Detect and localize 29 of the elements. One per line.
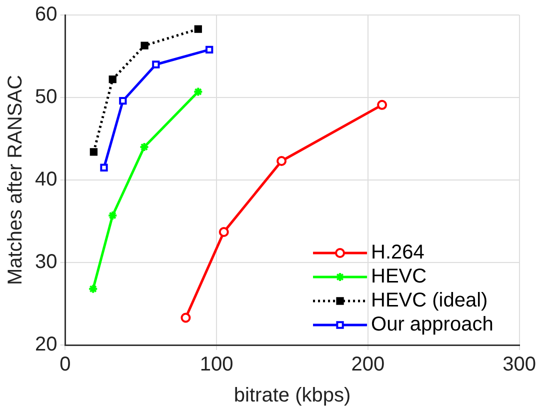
y-tick-label: 60	[34, 4, 58, 26]
legend-label: Our approach	[371, 314, 494, 336]
point	[90, 148, 98, 156]
legend-label: HEVC	[371, 266, 427, 288]
x-tick-label: 300	[502, 354, 536, 376]
point	[206, 46, 214, 54]
point	[180, 312, 191, 323]
x-tick-label: 0	[60, 354, 71, 376]
point	[139, 142, 150, 152]
y-tick-label: 30	[34, 251, 58, 274]
y-tick-label: 20	[34, 334, 58, 356]
x-tick-label: 100	[200, 354, 234, 376]
point	[276, 156, 287, 166]
point	[108, 76, 116, 84]
legend-label: HEVC (ideal)	[371, 290, 488, 312]
point	[119, 96, 127, 105]
point	[140, 42, 148, 50]
x-axis-title: bitrate (kbps)	[234, 384, 351, 407]
y-tick-label: 50	[34, 86, 58, 108]
point	[152, 60, 160, 68]
point	[108, 210, 118, 220]
y-tick-label: 40	[34, 168, 58, 191]
x-tick-label: 200	[351, 354, 385, 376]
point	[100, 164, 108, 172]
y-axis-title: Matches after RANSAC	[4, 74, 27, 286]
point	[377, 100, 388, 110]
legend-label: H.264	[371, 242, 424, 264]
point	[194, 25, 202, 33]
point	[218, 226, 229, 237]
